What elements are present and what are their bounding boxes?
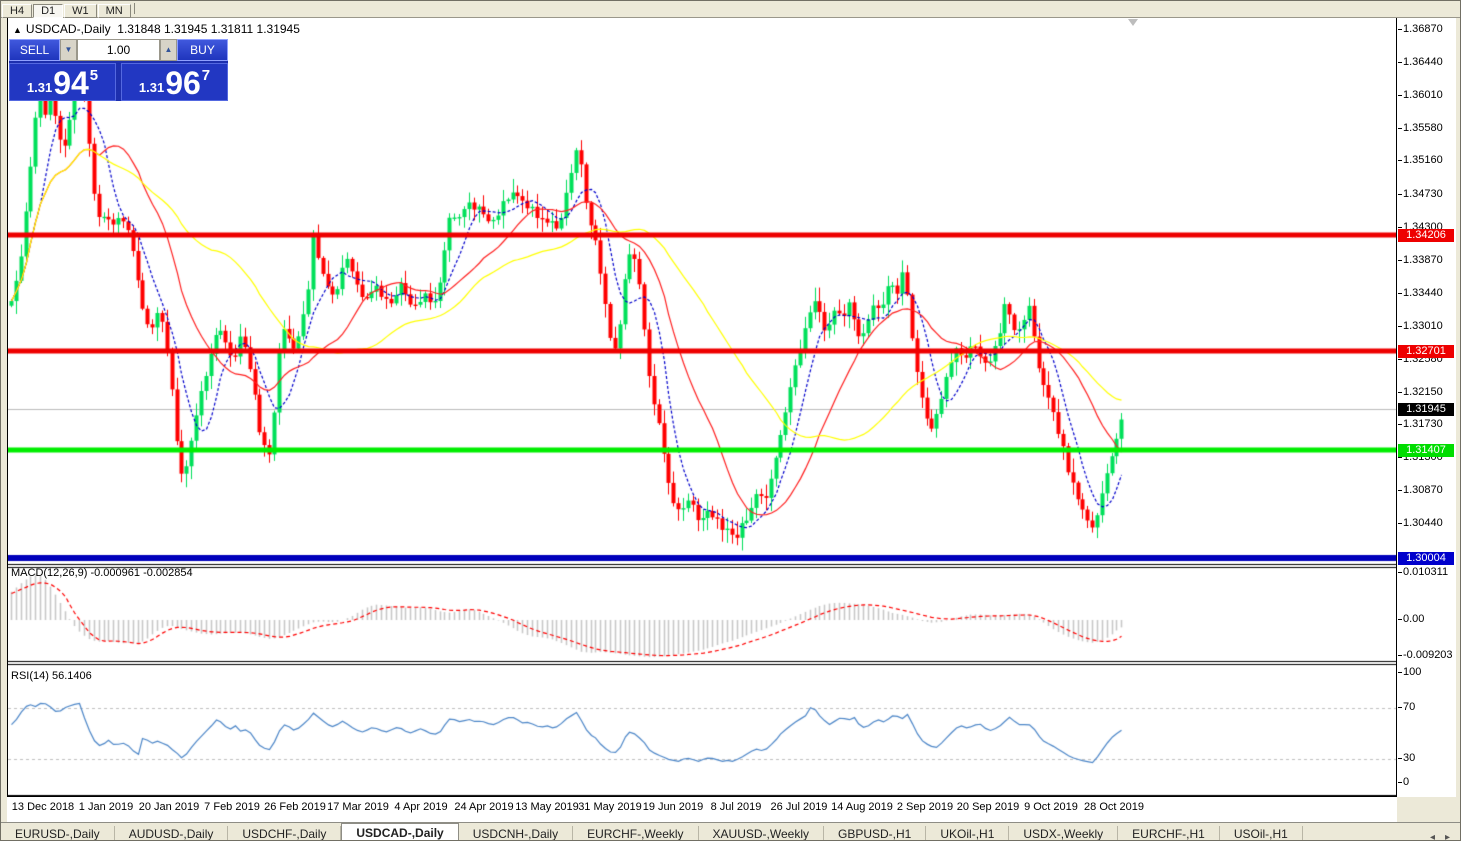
sell-price-box[interactable]: 1.31 94 5: [9, 63, 116, 101]
tab-scroll-arrows: ◂ ▸: [1420, 832, 1460, 841]
timeframe-button-mn[interactable]: MN: [97, 4, 131, 18]
chart-tab-usdcnhdaily[interactable]: USDCNH-,Daily: [459, 826, 574, 840]
price-tag-label: 1.31945: [1398, 403, 1454, 416]
buy-price-box[interactable]: 1.31 96 7: [121, 63, 228, 101]
chart-tab-xauusdweekly[interactable]: XAUUSD-,Weekly: [699, 826, 824, 840]
buy-price-prefix: 1.31: [138, 80, 165, 95]
buy-price-pip: 7: [201, 67, 211, 84]
chart-tab-usdchfdaily[interactable]: USDCHF-,Daily: [228, 826, 342, 840]
sell-price-pip: 5: [89, 67, 99, 84]
date-label: 20 Jan 2019: [138, 801, 200, 813]
volume-input[interactable]: 1.00: [77, 39, 160, 61]
chart-tab-eurchfweekly[interactable]: EURCHF-,Weekly: [573, 826, 699, 840]
chart-ohlc-values: 1.31848 1.31945 1.31811 1.31945: [117, 22, 300, 36]
date-label: 4 Apr 2019: [394, 801, 448, 813]
price-tick: 1.36440: [1398, 56, 1443, 68]
buy-price-big: 96: [165, 65, 201, 101]
price-tick: 100: [1397, 666, 1422, 678]
date-label: 14 Aug 2019: [831, 801, 893, 813]
sell-price-big: 94: [53, 65, 89, 101]
collapse-panel-icon[interactable]: ▲: [13, 25, 22, 35]
sell-price-prefix: 1.31: [26, 80, 53, 95]
price-tick: 1.31730: [1398, 418, 1443, 430]
date-label: 2 Sep 2019: [896, 801, 954, 813]
macd-indicator-label: MACD(12,26,9) -0.000961 -0.002854: [11, 567, 193, 579]
price-tick: 30: [1397, 752, 1416, 764]
symbol-tab-bar: EURUSD-,Daily AUDUSD-,Daily USDCHF-,Daily U…: [1, 822, 1460, 841]
price-tag-label: 1.34206: [1398, 229, 1454, 242]
price-tag-label: 1.32701: [1398, 345, 1454, 358]
price-tick: 1.30440: [1398, 517, 1443, 529]
timeframe-toolbar: H4 D1 W1 MN: [1, 1, 1460, 18]
chart-symbol-label: USDCAD-,Daily: [25, 22, 111, 36]
date-label: 8 Jul 2019: [710, 801, 762, 813]
timeframe-button-h4[interactable]: H4: [2, 4, 33, 18]
window-right-margin: [1456, 18, 1460, 840]
rsi-indicator-label: RSI(14) 56.1406: [11, 670, 92, 682]
date-label: 13 May 2019: [515, 801, 579, 813]
date-label: 17 Mar 2019: [327, 801, 389, 813]
chart-tab-ukoilh1[interactable]: UKOil-,H1: [926, 826, 1010, 840]
chart-tab-gbpusdh1[interactable]: GBPUSD-,H1: [824, 826, 927, 840]
price-tick: 0: [1397, 776, 1410, 788]
timeframe-button-d1[interactable]: D1: [33, 4, 64, 18]
tab-scroll-left-icon[interactable]: ◂: [1429, 832, 1435, 841]
price-tick: 0.010311: [1397, 566, 1449, 578]
date-label: 26 Jul 2019: [770, 801, 828, 813]
price-tick: 1.33440: [1398, 287, 1443, 299]
one-click-trade-panel: SELL ▼ 1.00 ▲ BUY 1.31 94 5 1.31 96 7: [9, 39, 228, 101]
date-label: 9 Oct 2019: [1024, 801, 1078, 813]
price-tag-label: 1.31407: [1398, 444, 1454, 457]
price-tick: 1.35580: [1398, 122, 1443, 134]
chart-tab-usdcaddaily[interactable]: USDCAD-,Daily: [341, 823, 459, 840]
chart-title: ▲ USDCAD-,Daily 1.31848 1.31945 1.31811 1…: [13, 22, 300, 36]
price-axis[interactable]: 1.36870 1.36440 1.36010 1.35580 1.35160 1.347…: [1397, 18, 1456, 797]
chart-tab-eurchfh1[interactable]: EURCHF-,H1: [1118, 826, 1220, 840]
date-label: 7 Feb 2019: [204, 801, 260, 813]
date-label: 20 Sep 2019: [956, 801, 1020, 813]
date-label: 26 Feb 2019: [264, 801, 326, 813]
tab-scroll-right-icon[interactable]: ▸: [1444, 832, 1450, 841]
volume-down-stepper[interactable]: ▼: [60, 39, 77, 61]
chart-tab-usoilh1[interactable]: USOil-,H1: [1220, 826, 1303, 840]
date-label: 28 Oct 2019: [1084, 801, 1144, 813]
date-axis[interactable]: 13 Dec 2018 1 Jan 2019 20 Jan 2019 7 Feb 20…: [7, 797, 1397, 822]
last-bar-marker-icon[interactable]: [1128, 19, 1138, 26]
chart-tab-usdxweekly[interactable]: USDX-,Weekly: [1009, 826, 1119, 840]
volume-up-stepper[interactable]: ▲: [160, 39, 177, 61]
date-label: 31 May 2019: [578, 801, 642, 813]
price-tick: 1.30870: [1398, 484, 1443, 496]
chart-tab-audusddaily[interactable]: AUDUSD-,Daily: [115, 826, 229, 840]
price-tick: 1.32150: [1398, 386, 1443, 398]
price-tag-label: 1.30004: [1398, 552, 1454, 565]
price-chart-canvas[interactable]: [8, 18, 1396, 797]
buy-button[interactable]: BUY: [177, 39, 228, 61]
timeframe-button-w1[interactable]: W1: [64, 4, 97, 18]
chart-plot-area[interactable]: [7, 18, 1397, 797]
price-tick: 1.33010: [1398, 320, 1443, 332]
date-label: 19 Jun 2019: [642, 801, 704, 813]
chart-tab-eurusddaily[interactable]: EURUSD-,Daily: [1, 826, 115, 840]
toolbar-separator: [133, 3, 135, 14]
date-label: 1 Jan 2019: [78, 801, 134, 813]
price-tick: -0.009203: [1398, 649, 1453, 661]
date-label: 13 Dec 2018: [11, 801, 75, 813]
price-tick: 70: [1397, 701, 1416, 713]
price-tick: 1.33870: [1398, 254, 1443, 266]
price-tick: 1.34730: [1398, 188, 1443, 200]
price-tick: 0.00: [1397, 613, 1425, 625]
price-tick: 1.35160: [1398, 154, 1443, 166]
price-tick: 1.36010: [1398, 89, 1443, 101]
date-label: 24 Apr 2019: [454, 801, 514, 813]
price-tick: 1.36870: [1398, 23, 1443, 35]
sell-button[interactable]: SELL: [9, 39, 60, 61]
